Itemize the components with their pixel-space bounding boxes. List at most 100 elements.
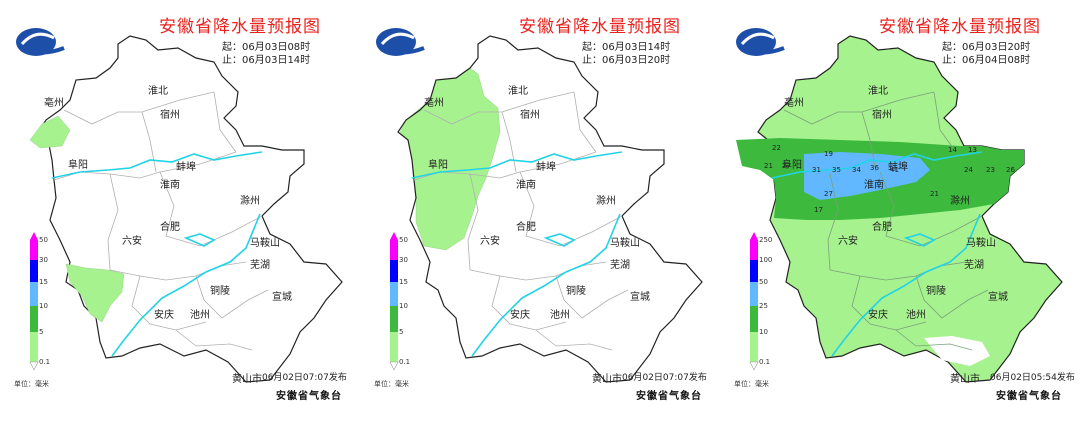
station-value: 21 xyxy=(764,162,773,170)
unit-label: 单位：毫米 xyxy=(14,380,49,388)
city-label: 淮北 xyxy=(148,86,168,97)
legend-label: 10 xyxy=(759,328,768,336)
station-value: 22 xyxy=(772,144,781,152)
station-value: 36 xyxy=(870,164,879,172)
city-label: 蚌埠 xyxy=(888,162,908,173)
map-title: 安徽省降水量预报图 xyxy=(159,17,321,37)
rain-zone-light xyxy=(29,115,71,149)
station-value: 41 xyxy=(890,166,899,174)
station-value: 27 xyxy=(824,190,833,198)
city-label: 芜湖 xyxy=(610,260,630,271)
map-svg xyxy=(389,35,703,383)
legend-label: 5 xyxy=(399,328,404,336)
city-label: 马鞍山 xyxy=(966,238,996,249)
city-label: 芜湖 xyxy=(964,260,984,271)
legend-label: 15 xyxy=(39,278,48,286)
city-label: 滁州 xyxy=(596,196,616,207)
legend-label: 0.1 xyxy=(759,358,771,366)
city-label: 淮南 xyxy=(160,180,180,191)
agency-name: 安徽省气象台 xyxy=(636,391,702,402)
city-label: 合肥 xyxy=(516,222,536,233)
no-rain-zone xyxy=(924,336,990,366)
legend-label: 50 xyxy=(759,278,768,286)
city-label: 马鞍山 xyxy=(610,238,640,249)
rain-zone-light xyxy=(399,67,501,251)
city-label: 铜陵 xyxy=(210,286,230,297)
rivers xyxy=(411,151,623,357)
station-value: 23 xyxy=(986,166,995,174)
city-label: 池州 xyxy=(190,310,210,321)
city-label: 池州 xyxy=(906,310,926,321)
period-end: 止：06月04日08时 xyxy=(942,55,1031,66)
unit-label: 单位：毫米 xyxy=(734,380,769,388)
rivers xyxy=(51,151,263,357)
rain-zone-light xyxy=(65,263,125,323)
city-label: 宿州 xyxy=(160,110,180,121)
city-label: 安庆 xyxy=(510,310,530,321)
city-label: 亳州 xyxy=(784,98,804,109)
city-label: 黄山市 xyxy=(232,374,262,385)
meteorological-logo-icon xyxy=(734,22,786,60)
period-end: 止：06月03日14时 xyxy=(222,55,311,66)
legend-bar xyxy=(749,232,759,371)
city-label: 安庆 xyxy=(154,310,174,321)
legend-label: 0.1 xyxy=(39,358,51,366)
legend-label: 50 xyxy=(399,236,408,244)
city-label: 蚌埠 xyxy=(536,162,556,173)
station-value: 34 xyxy=(852,166,861,174)
city-label: 滁州 xyxy=(240,196,260,207)
city-boundaries xyxy=(783,91,989,351)
city-label: 宿州 xyxy=(872,110,892,121)
legend-label: 10 xyxy=(399,302,408,310)
city-label: 阜阳 xyxy=(428,160,448,171)
city-label: 阜阳 xyxy=(782,160,802,171)
period-start: 起：06月03日14时 xyxy=(582,42,671,53)
station-value: 26 xyxy=(1006,166,1015,174)
station-value: 19 xyxy=(824,150,833,158)
city-label: 合肥 xyxy=(872,222,892,233)
city-label: 黄山市 xyxy=(950,374,980,385)
city-label: 宣城 xyxy=(272,292,292,303)
rain-zone-blue xyxy=(804,152,930,200)
station-value: 17 xyxy=(814,206,823,214)
city-boundaries xyxy=(53,91,269,351)
agency-name: 安徽省气象台 xyxy=(276,391,342,402)
issue-time: 06月02日07:07发布 xyxy=(262,373,347,383)
city-label: 宣城 xyxy=(988,292,1008,303)
legend-label: 0.1 xyxy=(399,358,411,366)
issue-time: 06月02日07:07发布 xyxy=(622,373,707,383)
legend-label: 100 xyxy=(759,256,773,264)
legend-label: 50 xyxy=(39,236,48,244)
legend-label: 30 xyxy=(39,256,48,264)
map-title: 安徽省降水量预报图 xyxy=(519,17,681,37)
city-label: 淮南 xyxy=(516,180,536,191)
map-svg: 21 27 31 35 34 36 41 14 13 19 22 24 23 2… xyxy=(736,35,1063,383)
station-values: 21 27 31 35 34 36 41 14 13 19 22 24 23 2… xyxy=(764,144,1015,214)
city-label: 淮北 xyxy=(508,86,528,97)
legend-label: 25 xyxy=(759,302,768,310)
agency-name: 安徽省气象台 xyxy=(996,391,1062,402)
station-value: 31 xyxy=(812,166,821,174)
station-value: 24 xyxy=(964,166,973,174)
period-start: 起：06月03日20时 xyxy=(942,42,1031,53)
forecast-panel-3: 21 27 31 35 34 36 41 14 13 19 22 24 23 2… xyxy=(720,0,1080,424)
rivers xyxy=(771,151,983,357)
legend-label: 5 xyxy=(39,328,44,336)
city-label: 淮北 xyxy=(868,86,888,97)
city-label: 铜陵 xyxy=(566,286,586,297)
province-outline xyxy=(37,35,343,383)
period-start: 起：06月03日08时 xyxy=(222,42,311,53)
city-label: 宿州 xyxy=(520,110,540,121)
province-outline xyxy=(397,35,703,383)
city-label: 亳州 xyxy=(44,98,64,109)
station-value: 13 xyxy=(968,146,977,154)
forecast-panel-1: 安徽省降水量预报图 起：06月03日08时 止：06月03日14时 50 30 … xyxy=(0,0,360,424)
legend-label: 30 xyxy=(399,256,408,264)
unit-label: 单位：毫米 xyxy=(374,380,409,388)
legend-label: 250 xyxy=(759,236,773,244)
city-label: 芜湖 xyxy=(250,260,270,271)
legend-label: 15 xyxy=(399,278,408,286)
city-label: 池州 xyxy=(550,310,570,321)
meteorological-logo-icon xyxy=(14,22,66,60)
legend-bar xyxy=(389,232,399,371)
